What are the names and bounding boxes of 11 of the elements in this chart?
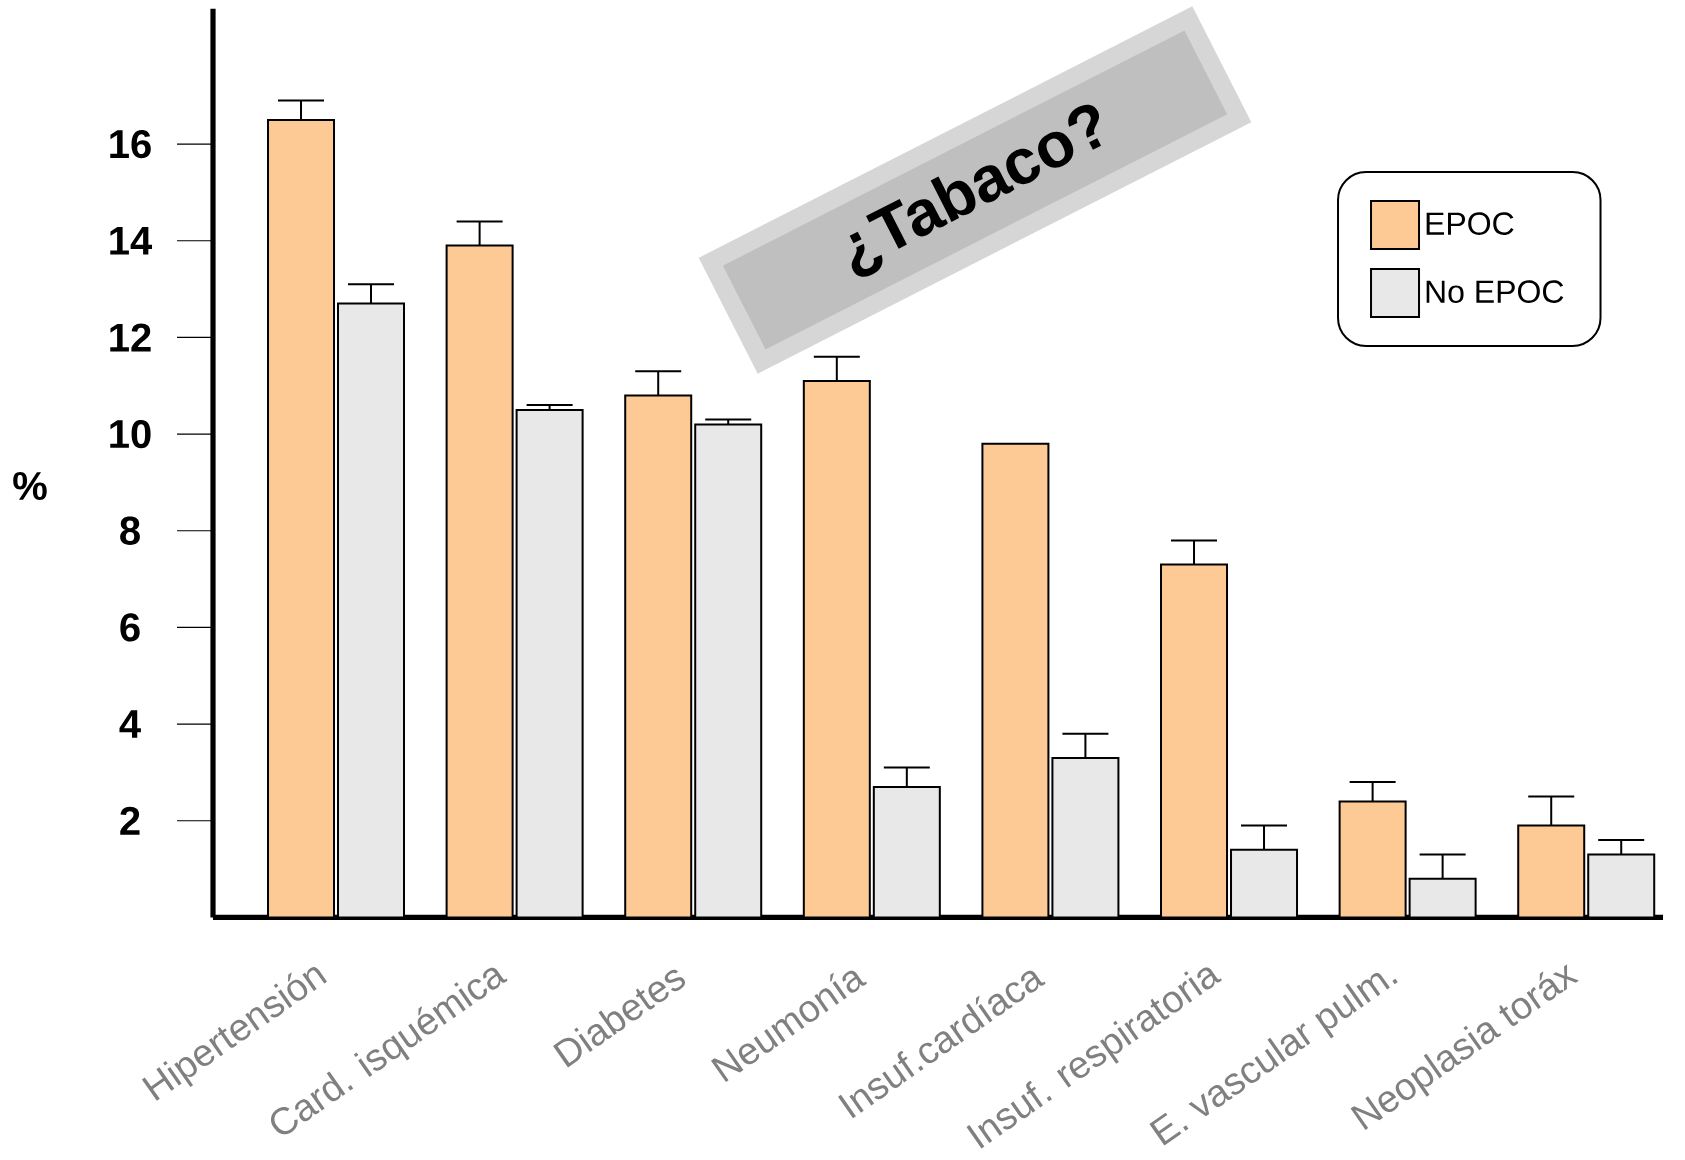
y-tick-label: 2	[120, 806, 140, 835]
legend-label: EPOC	[1426, 212, 1514, 235]
y-axis-title: %	[13, 471, 47, 501]
legend-label: No EPOC	[1426, 280, 1564, 303]
y-tick-label: 14	[110, 227, 153, 255]
y-tick-label: 10	[110, 419, 151, 449]
y-tick-label: 6	[120, 613, 140, 642]
y-tick-label: 12	[110, 323, 151, 352]
y-tick-label: 4	[119, 710, 141, 738]
y-tick-label: 16	[110, 129, 151, 159]
y-tick-label: 8	[120, 516, 140, 545]
